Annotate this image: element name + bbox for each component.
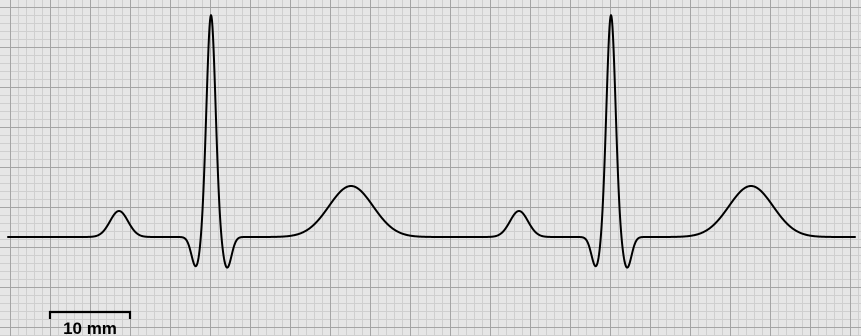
scale-bar-label: 10 mm <box>63 319 117 336</box>
scale-bar: 10 mm <box>48 310 132 336</box>
scale-bar-line <box>48 310 132 319</box>
ecg-trace <box>7 14 856 269</box>
